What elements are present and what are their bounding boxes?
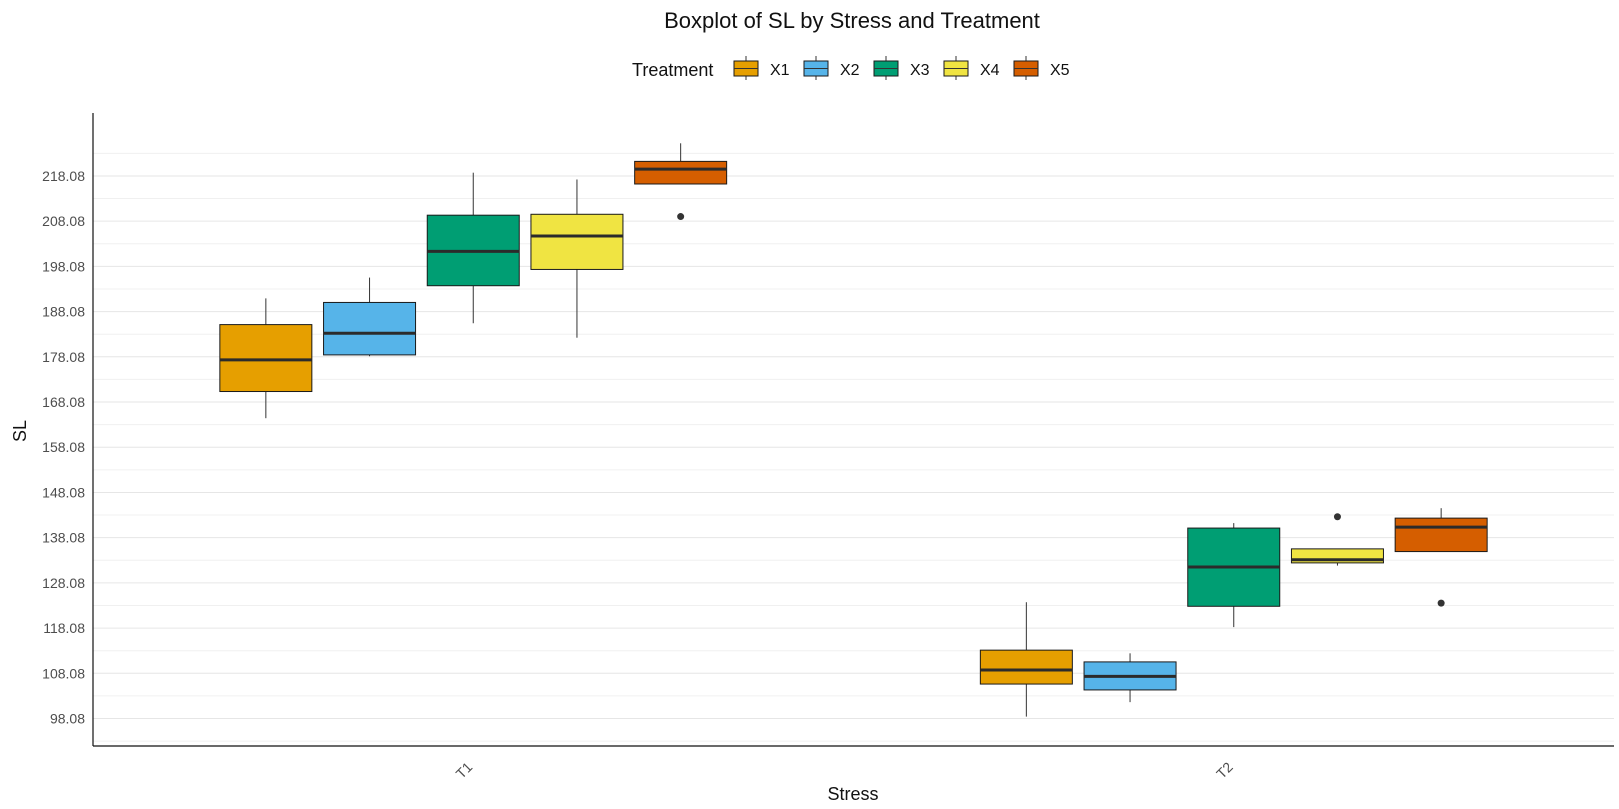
y-tick-label: 108.08 xyxy=(42,665,85,681)
y-tick-label: 148.08 xyxy=(42,484,85,500)
y-tick-label: 208.08 xyxy=(42,213,85,229)
grid-lines xyxy=(93,152,1614,742)
y-tick-label: 188.08 xyxy=(42,304,85,320)
box-rect xyxy=(634,160,728,185)
y-tick-label: 178.08 xyxy=(42,349,85,365)
box-group xyxy=(1290,513,1384,566)
y-tick-label: 168.08 xyxy=(42,394,85,410)
legend-entry: X2 xyxy=(803,56,860,80)
legend-title: Treatment xyxy=(632,60,713,80)
x-axis-ticks: T1 T2 xyxy=(453,759,1237,782)
box-series xyxy=(219,143,1488,717)
box-group xyxy=(1083,653,1177,703)
box-group xyxy=(634,143,728,221)
outlier-point xyxy=(1333,513,1341,521)
y-tick-label: 198.08 xyxy=(42,258,85,274)
box-group xyxy=(323,277,417,357)
legend-label: X3 xyxy=(910,62,930,79)
box-rect xyxy=(219,324,313,393)
box-group xyxy=(530,179,624,338)
chart-title: Boxplot of SL by Stress and Treatment xyxy=(664,8,1040,33)
y-tick-label: 128.08 xyxy=(42,575,85,591)
box-group xyxy=(219,298,313,419)
legend-label: X4 xyxy=(980,62,1000,79)
legend-entry: X1 xyxy=(733,56,790,80)
y-tick-label: 158.08 xyxy=(42,439,85,455)
box-rect xyxy=(530,213,624,270)
legend-entry: X5 xyxy=(1013,56,1070,80)
box-group xyxy=(979,602,1073,717)
box-group xyxy=(1394,508,1488,607)
box-rect xyxy=(979,649,1073,685)
legend-entry: X4 xyxy=(943,56,1000,80)
box-rect xyxy=(323,301,417,356)
outlier-point xyxy=(677,213,685,221)
y-axis-ticks: 98.08 108.08 118.08 128.08 138.08 148.08 158.0… xyxy=(42,168,85,727)
y-tick-label: 118.08 xyxy=(43,620,85,636)
x-tick-label: T2 xyxy=(1213,759,1236,782)
x-tick-label: T1 xyxy=(453,759,476,782)
legend: Treatment X1 X2 X3 X4 X5 xyxy=(632,56,1070,80)
legend-label: X5 xyxy=(1050,62,1070,79)
box-group xyxy=(1187,523,1281,628)
y-tick-label: 218.08 xyxy=(42,168,85,184)
x-axis-title: Stress xyxy=(827,784,878,804)
legend-entry: X3 xyxy=(873,56,930,80)
outlier-point xyxy=(1437,599,1445,607)
y-tick-label: 98.08 xyxy=(50,711,85,727)
box-rect xyxy=(1394,517,1488,553)
y-tick-label: 138.08 xyxy=(42,530,85,546)
box-group xyxy=(426,172,520,324)
legend-label: X2 xyxy=(840,62,860,79)
legend-label: X1 xyxy=(770,62,790,79)
y-axis-title: SL xyxy=(10,420,30,442)
